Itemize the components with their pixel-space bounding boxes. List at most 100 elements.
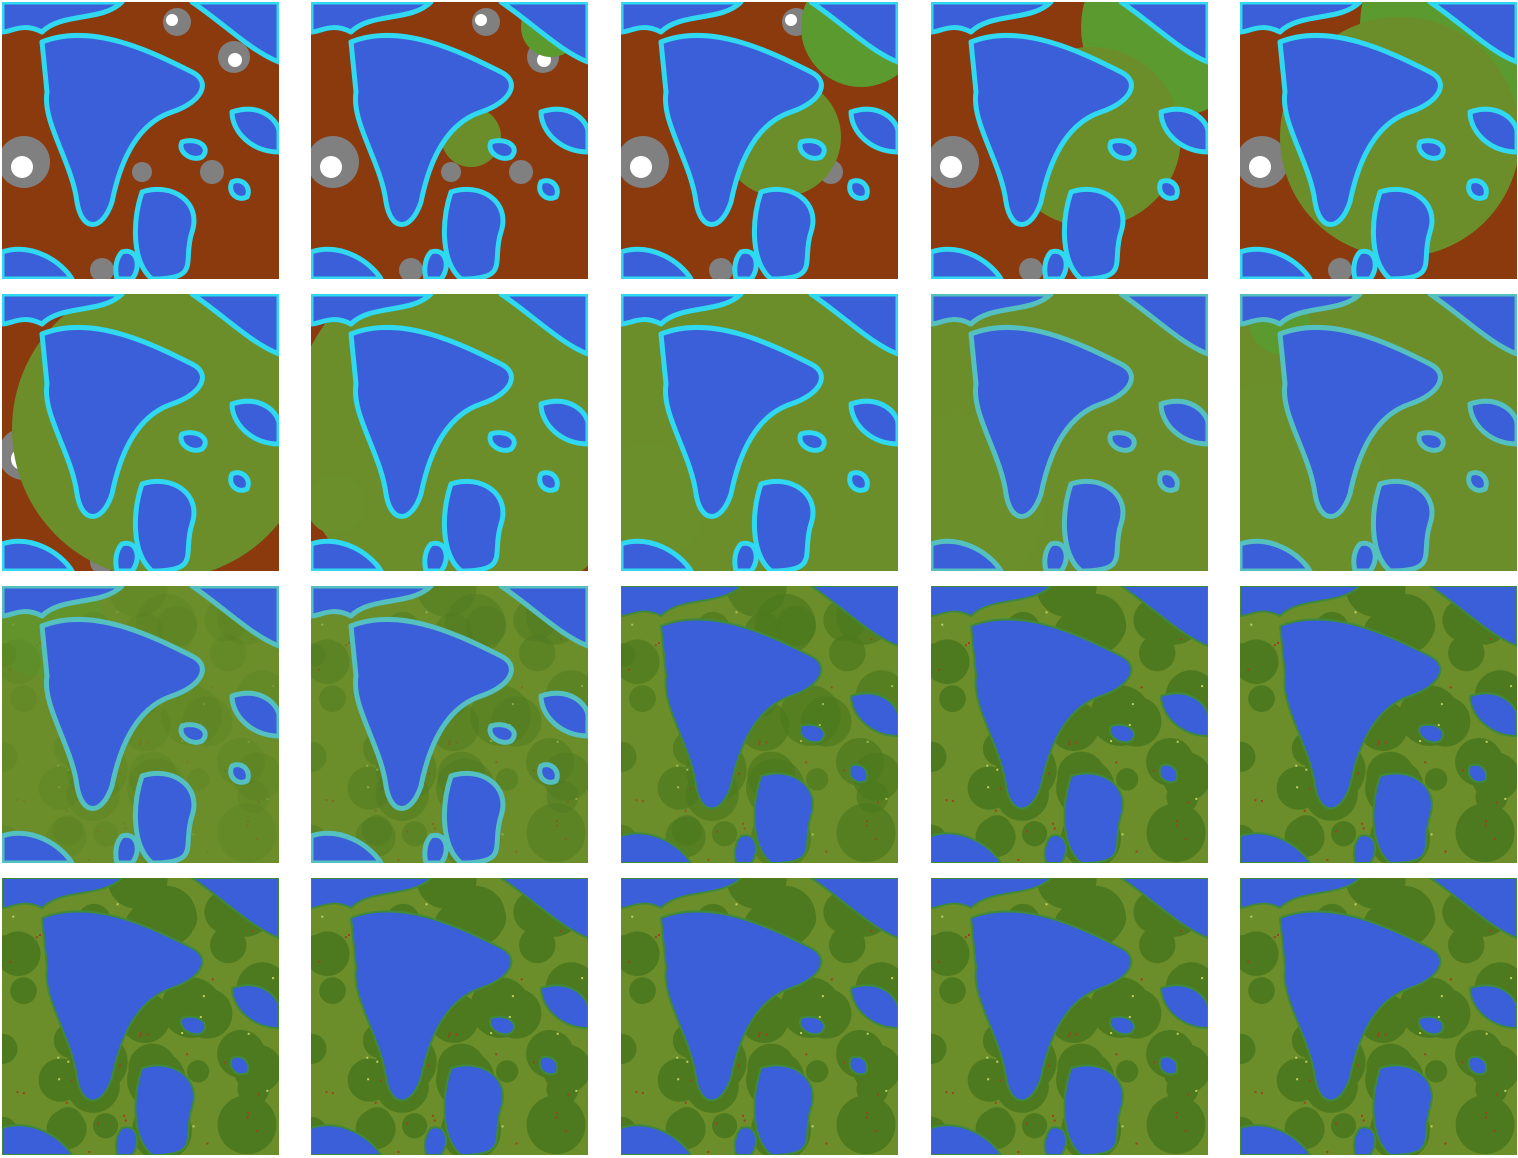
plant <box>996 768 999 771</box>
forest-patch <box>92 821 119 847</box>
lake <box>1370 186 1435 279</box>
forest-patch <box>157 605 198 647</box>
lake <box>621 2 744 35</box>
plant <box>1045 611 1048 614</box>
plant <box>1260 800 1263 803</box>
lake <box>1372 772 1433 863</box>
plant <box>511 995 514 998</box>
forest-patch <box>2 1033 18 1064</box>
plant <box>677 786 680 789</box>
lake <box>1351 540 1378 571</box>
plant <box>758 743 761 746</box>
forest-patch <box>726 586 787 617</box>
plant <box>1354 903 1357 906</box>
lake <box>848 763 869 784</box>
plant <box>566 1093 569 1096</box>
forest-patch <box>92 1113 119 1139</box>
lake <box>1466 470 1489 493</box>
lake <box>132 186 197 279</box>
plant <box>1052 822 1055 825</box>
map-panel <box>931 294 1208 571</box>
lake <box>441 770 506 863</box>
plant <box>654 936 657 939</box>
plant <box>1305 1060 1308 1063</box>
lake <box>970 618 1133 810</box>
lake <box>1120 586 1208 647</box>
plant <box>433 827 436 830</box>
plant <box>348 642 351 645</box>
plant <box>689 1079 692 1082</box>
forest-patch <box>621 1033 637 1064</box>
lake <box>113 832 140 863</box>
plant <box>9 668 12 671</box>
forest-patch <box>107 878 168 909</box>
lake <box>228 470 251 493</box>
forest-patch <box>361 815 393 846</box>
plant <box>1361 1114 1364 1117</box>
plant <box>367 786 370 789</box>
plant <box>876 801 879 804</box>
lake <box>797 138 827 161</box>
lake <box>39 32 205 227</box>
plant <box>1128 723 1131 726</box>
forest-patch <box>711 1113 738 1139</box>
plant <box>88 1150 91 1153</box>
lake <box>660 910 823 1102</box>
lake <box>538 1055 559 1076</box>
plant <box>1510 977 1513 980</box>
plant <box>676 1056 679 1059</box>
plant <box>202 995 205 998</box>
lake <box>1427 2 1517 65</box>
lake <box>441 478 506 571</box>
mountain <box>228 53 242 67</box>
forest-patch <box>931 935 946 959</box>
forest-patch <box>1240 643 1255 667</box>
plant <box>57 1056 60 1059</box>
forest-patch <box>1248 977 1275 1005</box>
map-panel <box>931 2 1208 279</box>
plant <box>1354 611 1357 614</box>
mountain <box>166 14 178 26</box>
mountain <box>1328 258 1352 279</box>
lake <box>1118 2 1208 65</box>
forest-patch <box>621 935 636 959</box>
plant <box>1440 703 1443 706</box>
plant <box>35 936 38 939</box>
lake <box>732 248 759 279</box>
lake <box>1157 178 1180 201</box>
plant <box>1075 741 1078 744</box>
forest-patch <box>186 768 210 791</box>
forest-patch <box>621 643 636 667</box>
plant <box>1444 850 1447 853</box>
plant <box>223 1061 226 1064</box>
plant <box>628 960 631 963</box>
plant <box>641 800 644 803</box>
plant <box>367 1078 370 1081</box>
forest-patch <box>939 685 966 713</box>
mountain <box>441 162 461 182</box>
plant <box>448 740 451 743</box>
forest-patch <box>1166 780 1199 813</box>
plant <box>247 1112 250 1115</box>
forest-patch <box>931 741 947 772</box>
plant <box>1493 1130 1496 1133</box>
plant <box>1377 1032 1380 1035</box>
plant <box>842 769 845 772</box>
lake <box>1240 878 1361 909</box>
lake <box>1043 1126 1068 1155</box>
lake <box>1469 692 1517 737</box>
lake <box>228 178 251 201</box>
plant <box>1334 1122 1337 1125</box>
lake <box>1467 398 1517 447</box>
plant <box>1461 769 1464 772</box>
plant <box>715 1122 718 1125</box>
plant <box>1254 799 1257 802</box>
plant <box>67 1060 70 1063</box>
plant <box>800 740 803 743</box>
forest-patch <box>217 1095 277 1155</box>
map-panel <box>621 586 898 863</box>
forest-patch <box>1345 878 1406 909</box>
lake <box>498 2 588 65</box>
lake <box>1429 878 1517 939</box>
